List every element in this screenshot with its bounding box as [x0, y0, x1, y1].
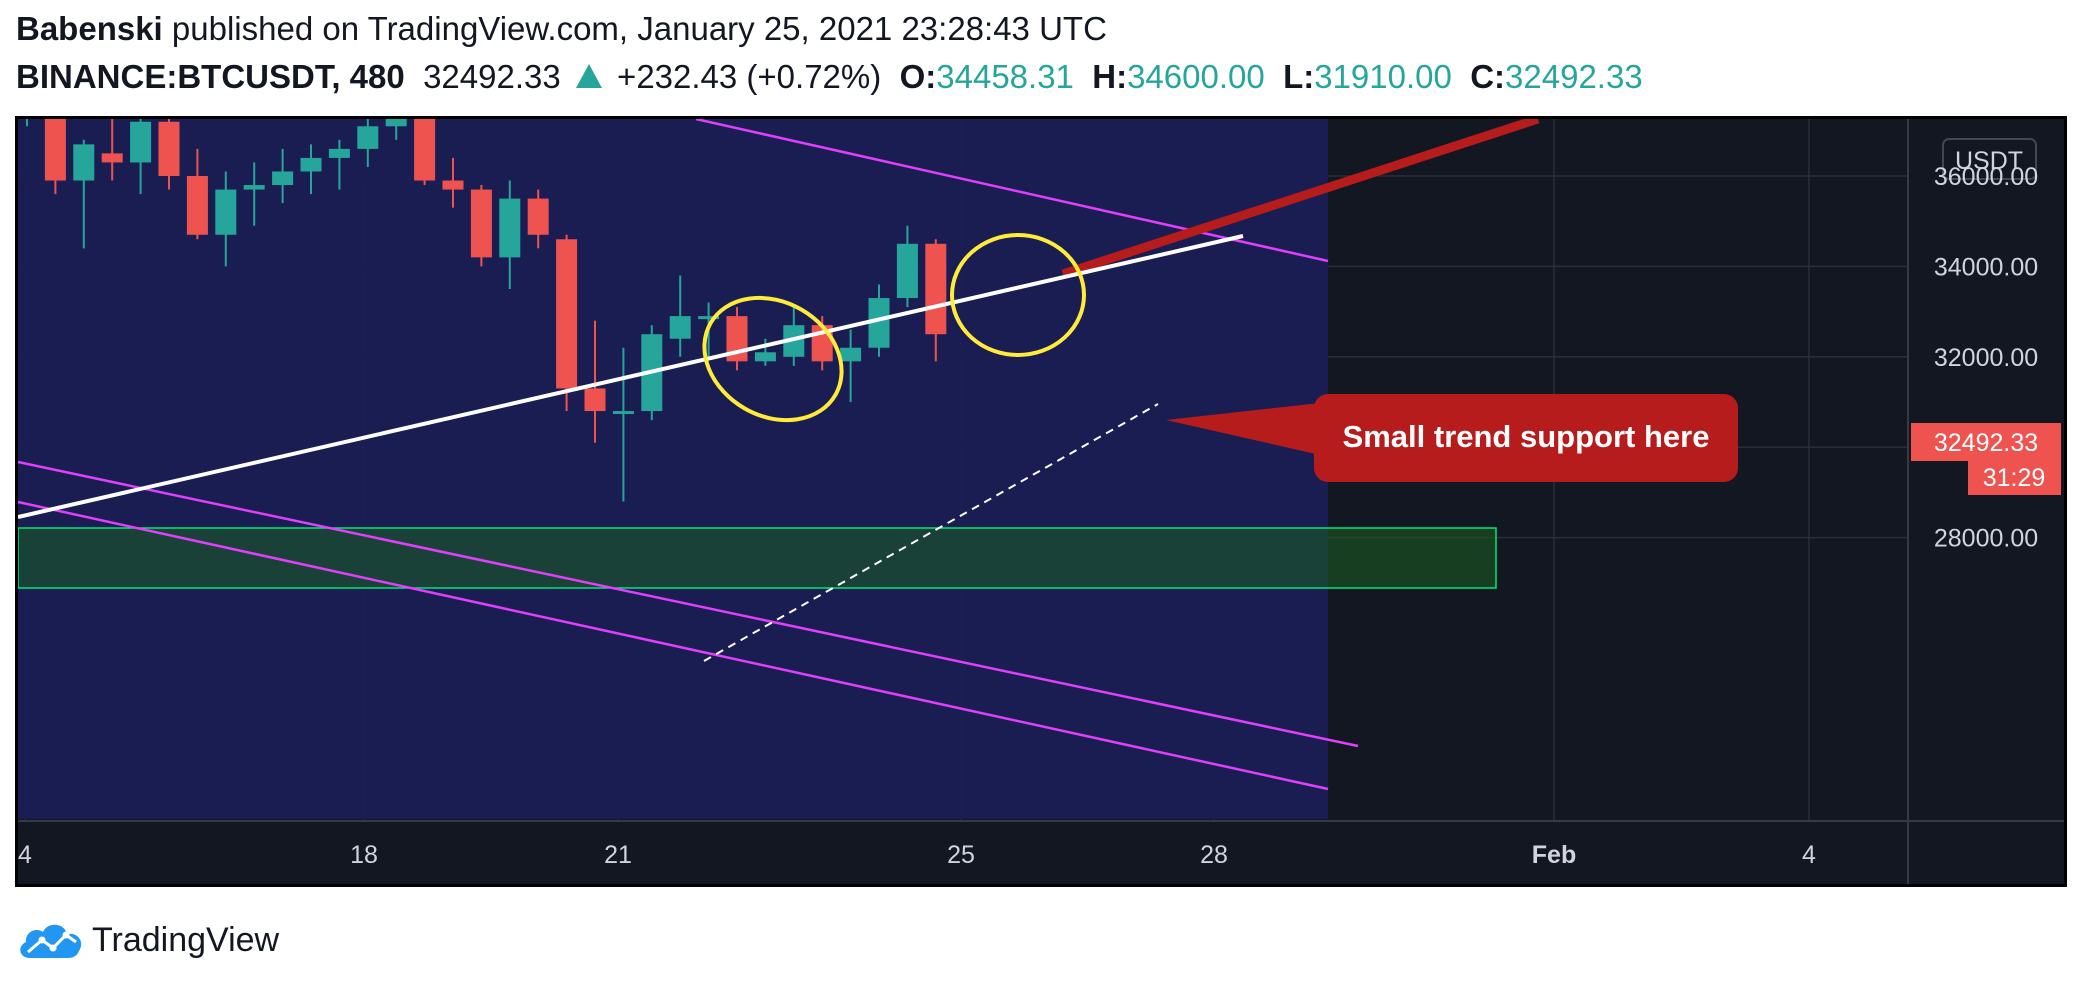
candle-body [414, 119, 436, 181]
header-line-2: BINANCE:BTCUSDT, 480 32492.33 +232.43 (+… [16, 58, 1643, 96]
low-value: 31910.00 [1314, 58, 1452, 95]
candle-body [868, 298, 890, 348]
candle-body [584, 388, 606, 412]
close-value: 32492.33 [1505, 58, 1643, 95]
resistance-extension-line [1061, 119, 1540, 279]
author: Babenski [16, 10, 163, 47]
x-tick-label: 21 [604, 841, 632, 869]
published-text: published on TradingView.com, January 25… [171, 10, 1107, 47]
resistance-trend-line [18, 234, 1244, 519]
candle-body [896, 243, 918, 299]
highlight-circle-2 [950, 233, 1086, 357]
x-tick-label: 28 [1200, 841, 1228, 869]
brand-name: TradingView [92, 920, 280, 959]
countdown-label: 31:29 [1983, 464, 2046, 492]
header-line-1: Babenski published on TradingView.com, J… [16, 10, 1107, 48]
channel-fill [18, 119, 1328, 819]
channel-upper-line [695, 119, 1329, 263]
x-axis: 4 18 21 25 28 Feb 4 [18, 841, 1816, 869]
candle-body [73, 144, 95, 181]
last-price: 32492.33 [423, 58, 561, 95]
candle-body [44, 119, 66, 181]
candle-body [328, 148, 350, 158]
price-label: 32492.33 [1934, 429, 2038, 457]
open-label: O: [899, 58, 937, 95]
candle-body [243, 185, 265, 190]
high-label: H: [1092, 58, 1128, 95]
candle-body [499, 198, 521, 258]
candle-body [300, 157, 322, 172]
candles [26, 119, 947, 502]
y-tick-label: 36000.00 [1934, 163, 2038, 191]
callout-text: Small trend support here [1343, 419, 1710, 454]
candle-body [101, 153, 123, 163]
candle-body [925, 243, 947, 335]
candle-body [215, 189, 237, 235]
y-tick-label: 32000.00 [1934, 344, 2038, 372]
candle-body [527, 198, 549, 235]
candle-body [470, 189, 492, 258]
x-tick-label: 4 [18, 841, 32, 869]
y-tick-label: 28000.00 [1934, 525, 2038, 553]
candle-body [669, 316, 691, 339]
price-label-bg [1911, 423, 2061, 461]
currency-label: USDT [1955, 147, 2023, 175]
candle-body [357, 126, 379, 149]
high-value: 34600.00 [1127, 58, 1265, 95]
candle-body [158, 121, 180, 176]
open-value: 34458.31 [936, 58, 1074, 95]
candle-body [130, 121, 152, 163]
chart-svg[interactable]: Small trend support here USDT 36000.00 34… [18, 119, 2064, 884]
candle-body [385, 119, 407, 127]
countdown-label-bg [1968, 459, 2061, 495]
y-tick-label: 34000.00 [1934, 253, 2038, 281]
currency-badge[interactable] [1942, 138, 2037, 180]
x-tick-label: Feb [1532, 841, 1576, 869]
x-tick-label: 25 [947, 841, 975, 869]
support-zone [18, 527, 1497, 589]
tradingview-cloud-icon [20, 924, 82, 958]
price-change: +232.43 (+0.72%) [617, 58, 882, 95]
x-tick-label: 4 [1802, 841, 1816, 869]
symbol: BINANCE:BTCUSDT, 480 [16, 58, 405, 95]
close-label: C: [1470, 58, 1506, 95]
candle-body [272, 171, 294, 186]
candle-body [186, 176, 208, 235]
candle-body [698, 316, 720, 320]
support-trend-line [703, 403, 1159, 662]
candle-body [556, 239, 578, 389]
candle-body [754, 352, 776, 362]
channel-middle-line [18, 460, 1359, 748]
up-arrow-icon [575, 64, 602, 89]
candle-body [442, 180, 464, 190]
callout-pointer [1166, 401, 1338, 459]
x-tick-label: 18 [350, 841, 378, 869]
low-label: L: [1283, 58, 1315, 95]
footer: TradingView [16, 912, 279, 968]
highlight-circle-1 [702, 295, 844, 423]
channel-lower-line [18, 500, 1329, 791]
candle-body [840, 347, 862, 362]
chart-panel[interactable]: Small trend support here USDT 36000.00 34… [15, 116, 2067, 887]
callout-box [1314, 394, 1738, 482]
candle-body [612, 411, 634, 415]
